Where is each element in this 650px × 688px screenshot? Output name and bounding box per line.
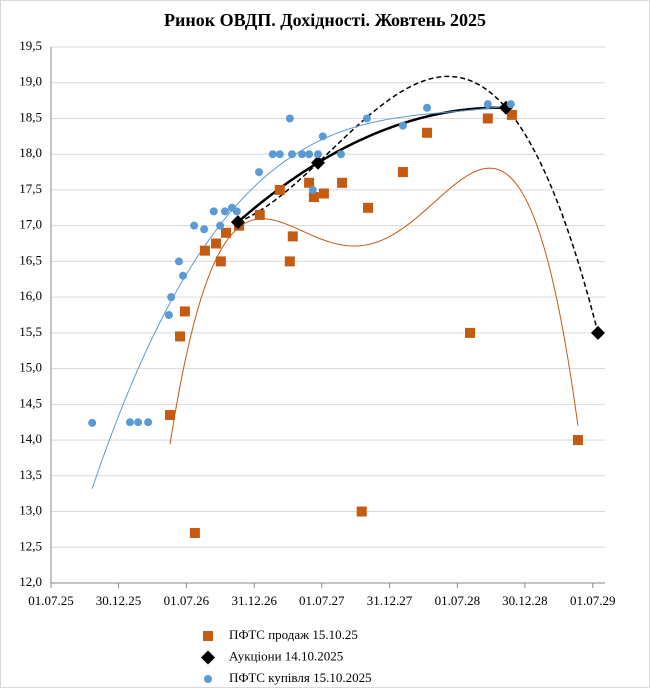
point: [482, 113, 493, 124]
x-tick-label: 01.07.27: [299, 593, 345, 608]
point: [190, 221, 199, 230]
point: [422, 127, 433, 138]
markers: [88, 100, 605, 538]
point: [144, 418, 153, 427]
legend-label: ПФТС продаж 15.10.25: [229, 627, 358, 642]
x-tick-label: 01.07.28: [435, 593, 481, 608]
y-tick-label: 18,0: [19, 145, 42, 160]
point: [230, 215, 245, 230]
point: [232, 207, 241, 216]
point: [88, 418, 97, 427]
point: [397, 167, 408, 178]
point: [356, 506, 367, 517]
point: [174, 257, 183, 266]
y-tick-label: 17,0: [19, 217, 42, 232]
point: [362, 114, 371, 123]
point: [363, 202, 374, 213]
point: [167, 293, 176, 302]
point: [288, 150, 297, 159]
point: [220, 207, 229, 216]
chart-title: Ринок ОВДП. Дохідності. Жовтень 2025: [164, 10, 486, 30]
point: [221, 227, 232, 238]
point: [308, 185, 317, 194]
point: [211, 238, 222, 249]
point: [179, 271, 188, 280]
y-tick-label: 14,5: [19, 395, 42, 410]
y-tick-label: 14,0: [19, 431, 42, 446]
point: [336, 150, 345, 159]
point: [287, 231, 298, 242]
trendline: [237, 75, 599, 334]
point: [285, 114, 294, 123]
x-tick-label: 31.12.27: [367, 593, 413, 608]
point: [164, 311, 173, 319]
point: [255, 168, 264, 177]
point: [304, 177, 315, 188]
point: [199, 245, 210, 256]
y-tick-label: 15,5: [19, 324, 42, 339]
y-tick-label: 19,5: [19, 38, 42, 53]
point: [423, 103, 432, 112]
point: [465, 327, 476, 338]
point: [165, 410, 176, 421]
point: [298, 150, 307, 159]
y-tick-label: 12,0: [19, 574, 42, 589]
point: [318, 188, 329, 199]
x-tick-label: 01.07.29: [570, 593, 616, 608]
point: [268, 150, 277, 159]
point: [483, 100, 492, 109]
y-tick-label: 16,0: [19, 288, 42, 303]
point: [308, 192, 319, 203]
y-tick-label: 18,5: [19, 109, 42, 124]
point: [572, 435, 583, 446]
point: [275, 150, 284, 159]
point: [179, 306, 190, 317]
x-tick-label: 31.12.26: [231, 593, 277, 608]
legend-marker: [204, 675, 212, 683]
y-tick-label: 13,0: [19, 503, 42, 518]
y-tick-label: 16,5: [19, 252, 42, 267]
point: [200, 225, 209, 234]
point: [284, 256, 295, 267]
x-tick-label: 01.07.25: [28, 593, 74, 608]
point: [313, 150, 322, 159]
point: [125, 418, 134, 427]
point: [209, 207, 218, 216]
y-tick-label: 12,5: [19, 538, 42, 553]
legend-marker: [201, 650, 215, 665]
point: [305, 150, 314, 159]
point: [506, 100, 515, 109]
point: [134, 418, 143, 427]
point: [216, 221, 225, 230]
point: [506, 109, 517, 120]
y-tick-label: 19,0: [19, 74, 42, 89]
plot-area: [88, 75, 605, 538]
y-tick-label: 17,5: [19, 181, 42, 196]
point: [310, 155, 325, 170]
point: [274, 184, 285, 195]
legend-marker: [203, 631, 213, 641]
point: [398, 121, 407, 130]
point: [215, 256, 226, 267]
y-tick-label: 13,5: [19, 467, 42, 482]
point: [337, 177, 348, 188]
legend-label: ПФТС купівля 15.10.2025: [229, 670, 372, 685]
point: [590, 325, 605, 340]
x-tick-label: 30.12.28: [502, 593, 548, 608]
point: [318, 132, 327, 141]
x-tick-label: 01.07.26: [164, 593, 210, 608]
x-tick-label: 30.12.25: [96, 593, 142, 608]
point: [189, 527, 200, 538]
legend-label: Аукціони 14.10.2025: [229, 648, 343, 663]
point: [254, 209, 265, 220]
point: [175, 331, 186, 342]
y-tick-label: 15,0: [19, 360, 42, 375]
